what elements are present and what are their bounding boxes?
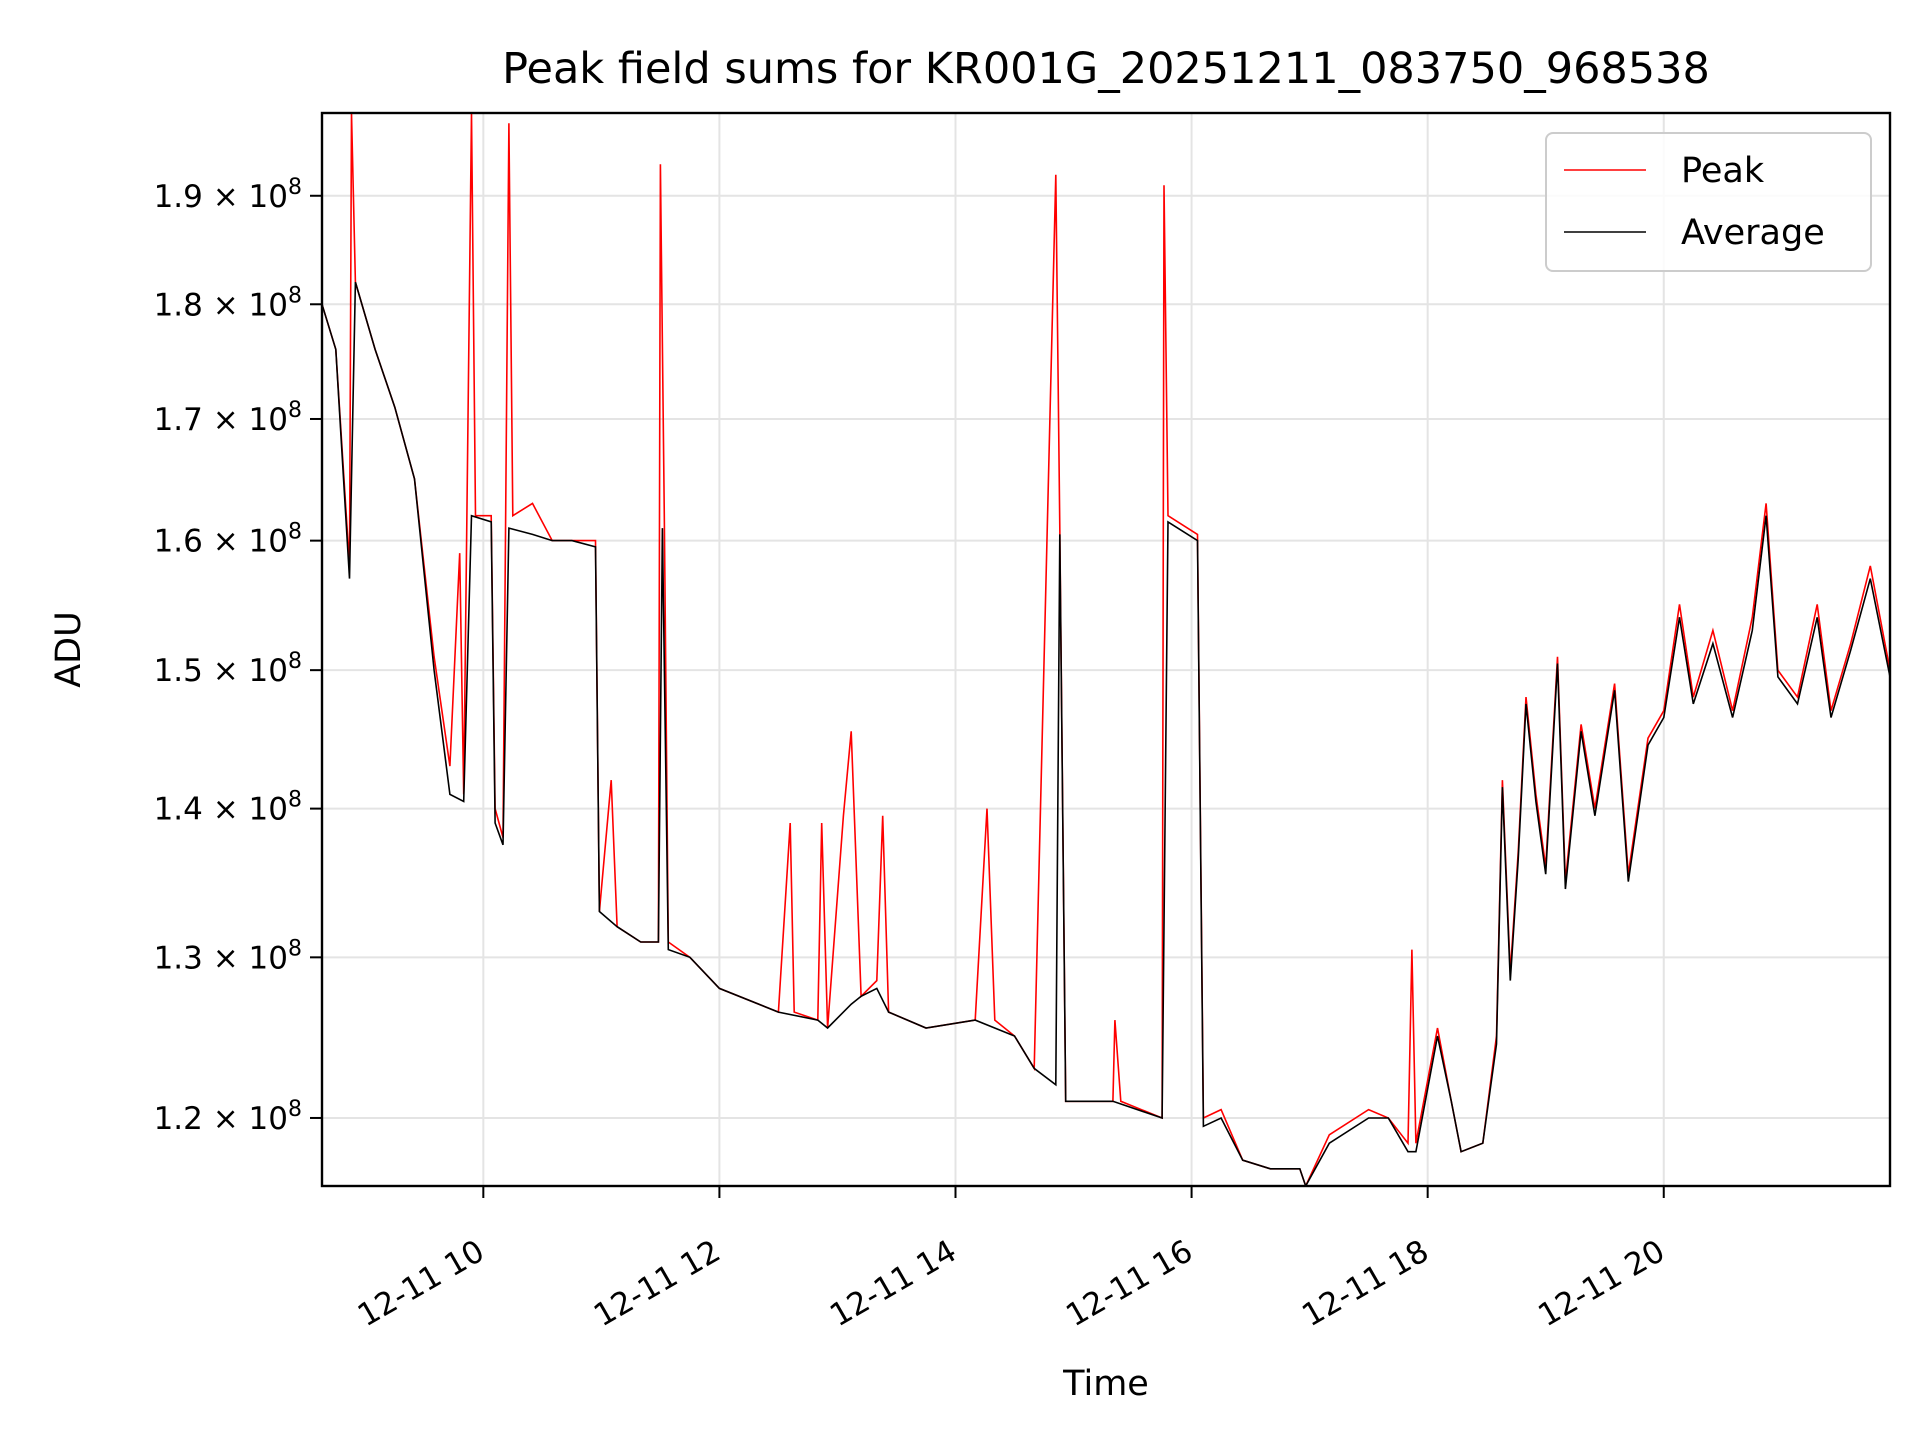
grid-layer xyxy=(322,113,1890,1186)
plot-frame xyxy=(320,111,1892,1188)
legend: Peak Average xyxy=(1545,132,1872,272)
y-tick-label: 1.5 × 108 xyxy=(154,649,302,689)
y-tick-label: 1.2 × 108 xyxy=(154,1097,302,1137)
legend-label-peak: Peak xyxy=(1681,151,1765,191)
y-tick-label: 1.7 × 108 xyxy=(154,398,302,438)
series-layer xyxy=(322,113,1890,1186)
series-line-average xyxy=(322,281,1890,1186)
legend-box xyxy=(1545,132,1872,272)
y-tick-label: 1.4 × 108 xyxy=(154,788,302,828)
legend-label-average: Average xyxy=(1681,213,1825,253)
y-axis-label: ADU xyxy=(49,611,89,688)
y-tick-label: 1.6 × 108 xyxy=(154,520,302,560)
series-line-peak xyxy=(322,113,1890,1186)
x-axis-label: Time xyxy=(1062,1364,1149,1404)
y-tick-label: 1.8 × 108 xyxy=(154,283,302,323)
y-tick-label: 1.9 × 108 xyxy=(154,175,302,215)
y-tick-label: 1.3 × 108 xyxy=(154,936,302,976)
chart-title: Peak field sums for KR001G_20251211_0837… xyxy=(502,44,1710,94)
